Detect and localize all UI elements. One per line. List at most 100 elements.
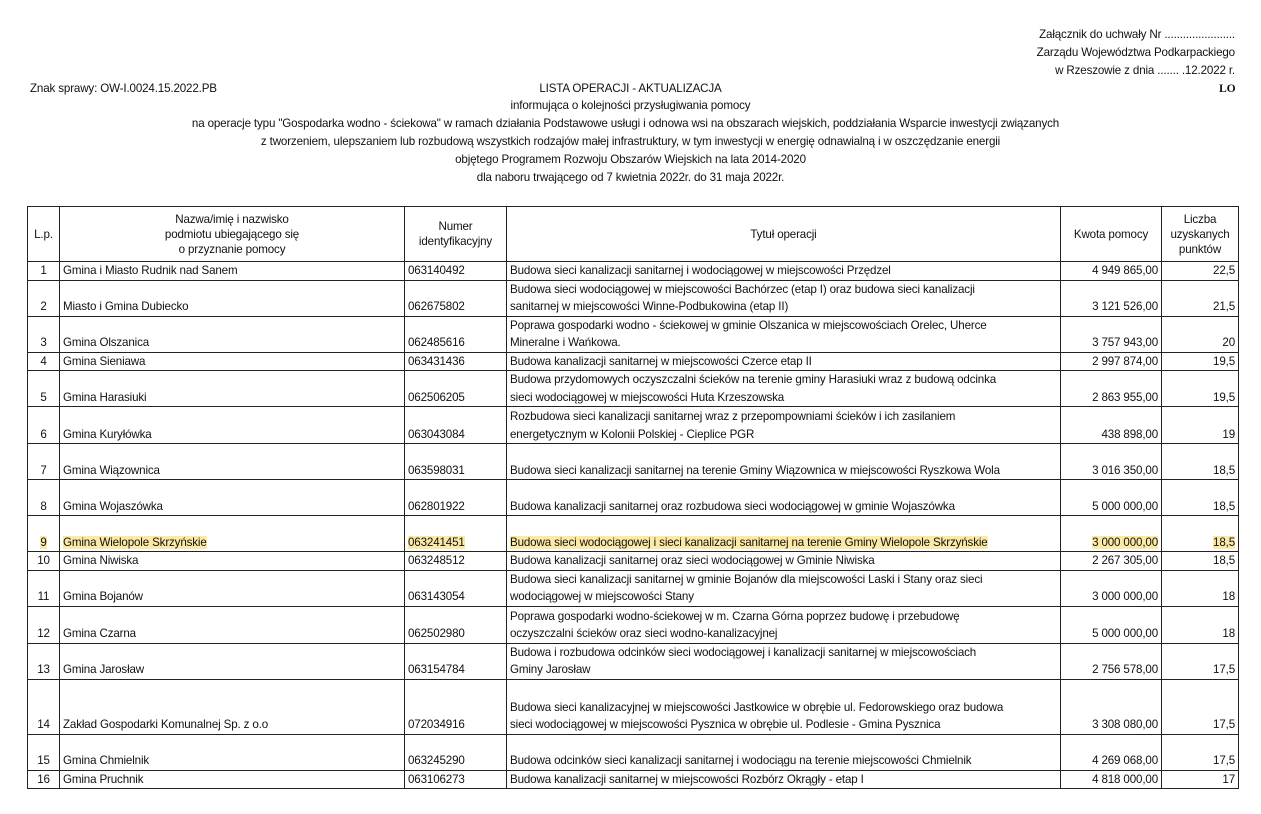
title-line: Budowa sieci wodociągowej w miejscowości… <box>510 281 1057 298</box>
table-header-row: L.p. Nazwa/imię i nazwisko podmiotu ubiega… <box>27 206 1239 262</box>
title-line: Budowa odcinków sieci kanalizacji sanita… <box>510 752 1057 769</box>
title-text: Budowa sieci kanalizacji sanitarnej i wo… <box>510 264 891 277</box>
name-text: Gmina Kuryłówka <box>63 427 152 441</box>
points-text: 19 <box>1222 427 1235 441</box>
amount-text: 438 898,00 <box>1101 427 1158 441</box>
cell-title: Budowa i rozbudowa odcinków sieci wodoci… <box>506 642 1061 680</box>
cell-lp: 2 <box>27 279 60 317</box>
cell-lp: 8 <box>27 479 60 516</box>
title-text: energetycznym w Kolonii Polskiej - Ciepl… <box>510 427 755 441</box>
cell-id: 063106273 <box>404 769 507 789</box>
cell-points: 17 <box>1161 769 1239 789</box>
column-header-line: identyfikacyjny <box>418 235 493 248</box>
title-line: Poprawa gospodarki wodno-ściekowej w m. … <box>510 608 1057 626</box>
amount-text: 2 863 955,00 <box>1092 390 1158 404</box>
name-text: Miasto i Gmina Dubiecko <box>63 300 189 313</box>
column-header-id: Numer identyfikacyjny <box>404 206 507 262</box>
cell-title: Budowa sieci kanalizacyjnej w miejscowoś… <box>506 678 1061 735</box>
title-line: Budowa i rozbudowa odcinków sieci wodoci… <box>510 644 1057 661</box>
title-line: oczyszczalni ścieków oraz sieci wodno-ka… <box>510 625 1057 642</box>
column-header-line: Numer <box>438 220 473 233</box>
cell-points: 19 <box>1161 406 1239 444</box>
cell-name: Zakład Gospodarki Komunalnej Sp. z o.o <box>59 678 405 735</box>
cell-points: 19,5 <box>1161 370 1239 407</box>
table-row: 3 Gmina Olszanica 062485616 Poprawa gospoda… <box>27 315 1239 353</box>
case-number: Znak sprawy: OW-I.0024.15.2022.PB <box>30 82 217 95</box>
title-text: Mineralne i Wańkowa. <box>510 336 621 349</box>
cell-name: Gmina Olszanica <box>59 315 405 353</box>
id-text: 063140492 <box>408 264 465 277</box>
title-text: sanitarnej w miejscowości Winne-Podbukow… <box>510 300 789 313</box>
title-text: Budowa kanalizacji sanitarnej w miejscow… <box>510 772 864 786</box>
cell-lp: 11 <box>27 569 60 607</box>
cell-points: 19,5 <box>1161 351 1239 371</box>
cell-id: 063143054 <box>404 569 507 607</box>
title-line: energetycznym w Kolonii Polskiej - Ciepl… <box>510 426 1057 443</box>
lp-text: 4 <box>40 354 47 368</box>
cell-name: Gmina Wojaszówka <box>59 479 405 516</box>
table-row: 15 Gmina Chmielnik 063245290 Budowa odcinkó… <box>27 733 1239 771</box>
title-text: sieci wodociągowej w miejscowości Huta K… <box>510 390 785 404</box>
id-text: 062675802 <box>408 300 465 313</box>
cell-lp: 1 <box>27 261 60 281</box>
cell-points: 20 <box>1161 315 1239 353</box>
id-text: 063143054 <box>408 590 465 603</box>
table-row: 9 Gmina Wielopole Skrzyńskie 063241451 Budo… <box>27 515 1239 552</box>
cell-id: 063598031 <box>404 443 507 480</box>
cell-points: 18 <box>1161 569 1239 607</box>
cell-amount: 3 000 000,00 <box>1060 515 1162 552</box>
lp-text: 1 <box>40 264 47 277</box>
points-text: 17 <box>1222 772 1235 786</box>
lp-text: 6 <box>40 427 47 441</box>
operations-table: L.p. Nazwa/imię i nazwisko podmiotu ubiega… <box>27 206 1239 789</box>
cell-points: 18,5 <box>1161 443 1239 480</box>
cell-amount: 4 269 068,00 <box>1060 733 1162 771</box>
id-text: 063043084 <box>408 427 465 441</box>
title-text: sieci wodociągowej w miejscowości Pyszni… <box>510 718 941 731</box>
amount-text: 3 121 526,00 <box>1092 300 1158 313</box>
title-text: Gminy Jarosław <box>510 663 591 676</box>
title-text: Budowa kanalizacji sanitarnej oraz rozbu… <box>510 499 955 513</box>
title-line: Budowa sieci kanalizacyjnej w miejscowoś… <box>510 699 1057 717</box>
cell-name: Gmina Jarosław <box>59 642 405 680</box>
cell-amount: 3 000 000,00 <box>1060 569 1162 607</box>
cell-name: Gmina Chmielnik <box>59 733 405 771</box>
cell-amount: 4 949 865,00 <box>1060 261 1162 281</box>
cell-name: Gmina Pruchnik <box>59 769 405 789</box>
cell-amount: 3 016 350,00 <box>1060 443 1162 480</box>
title-text: Budowa i rozbudowa odcinków sieci wodoci… <box>510 645 977 659</box>
title-text: Budowa sieci kanalizacji sanitarnej w gm… <box>510 572 983 586</box>
column-header-lp: L.p. <box>27 206 60 262</box>
table-row: 12 Gmina Czarna 062502980 Poprawa gospodark… <box>27 605 1239 644</box>
title-line: Budowa sieci wodociągowej i sieci kanali… <box>510 534 1057 551</box>
id-text: 063241451 <box>408 535 465 549</box>
title-line: sieci wodociągowej w miejscowości Huta K… <box>510 389 1057 406</box>
cell-id: 063154784 <box>404 642 507 680</box>
cell-title: Rozbudowa sieci kanalizacji sanitarnej w… <box>506 406 1061 444</box>
amount-text: 2 997 874,00 <box>1092 354 1158 368</box>
points-text: 22,5 <box>1213 264 1235 277</box>
title-line: Budowa kanalizacji sanitarnej oraz sieci… <box>510 552 1057 569</box>
name-text: Gmina Niwiska <box>63 554 139 567</box>
id-text: 063598031 <box>408 463 465 477</box>
cell-name: Gmina Niwiska <box>59 551 405 571</box>
cell-id: 063248512 <box>404 551 507 571</box>
cell-lp: 6 <box>27 406 60 444</box>
cell-name: Gmina i Miasto Rudnik nad Sanem <box>59 261 405 281</box>
points-text: 18,5 <box>1213 535 1235 549</box>
amount-text: 5 000 000,00 <box>1092 627 1158 640</box>
title-text: wodociągowej w miejscowości Stany <box>510 590 694 603</box>
title-text: Budowa przydomowych oczyszczalni ścieków… <box>510 373 997 386</box>
cell-amount: 2 267 305,00 <box>1060 551 1162 571</box>
name-text: Gmina Jarosław <box>63 663 145 676</box>
cell-title: Budowa kanalizacji sanitarnej w miejscow… <box>506 769 1061 789</box>
title-line: Mineralne i Wańkowa. <box>510 334 1057 351</box>
column-header-line: podmiotu ubiegającego się <box>164 227 300 241</box>
cell-lp: 16 <box>27 769 60 789</box>
cell-id: 062485616 <box>404 315 507 353</box>
points-text: 18,5 <box>1213 499 1235 513</box>
lp-text: 13 <box>37 663 50 676</box>
cell-lp: 9 <box>27 515 60 552</box>
table-row: 6 Gmina Kuryłówka 063043084 Rozbudowa sieci… <box>27 406 1239 444</box>
column-header-points: Liczba uzyskanych punktów <box>1161 206 1239 262</box>
